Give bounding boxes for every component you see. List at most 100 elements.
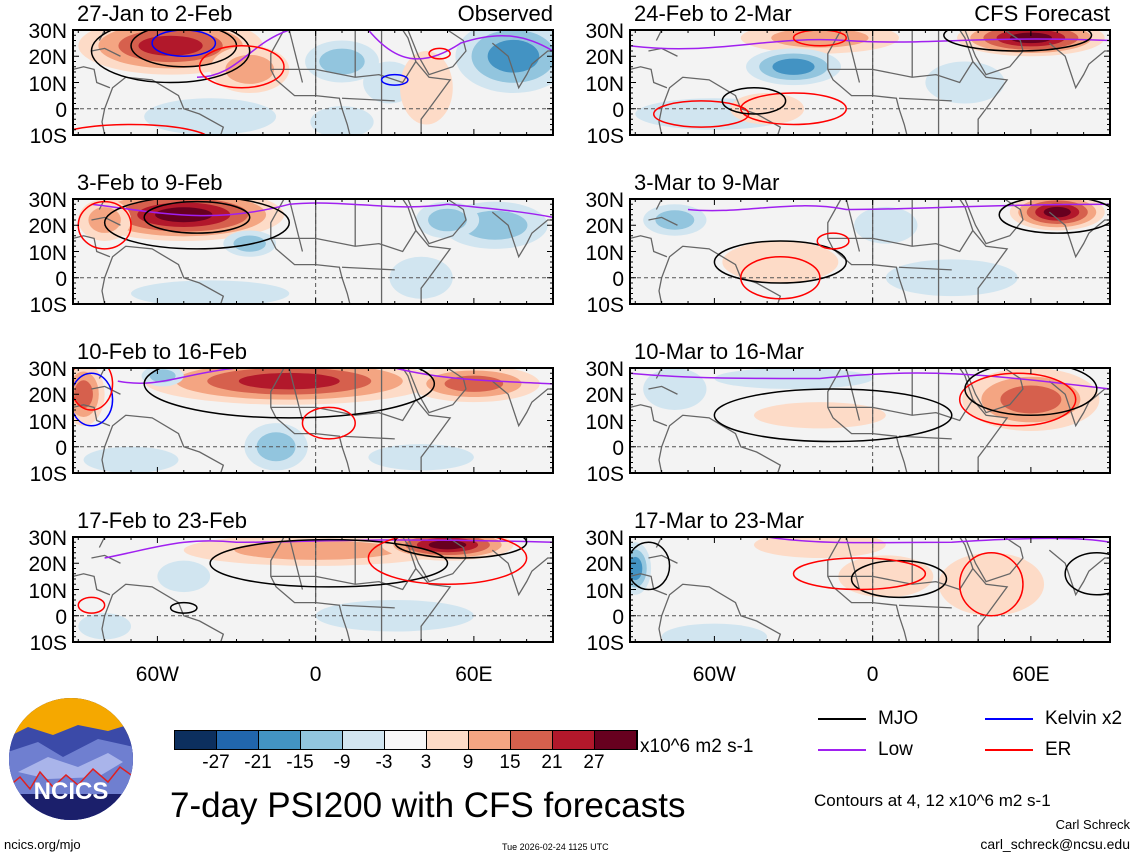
lat-tick-label: 0 xyxy=(612,605,624,629)
coastline xyxy=(898,604,952,609)
map-panel xyxy=(629,198,1111,305)
anomaly-shading xyxy=(74,380,93,409)
lon-tick-label: 60W xyxy=(135,663,179,686)
lon-tick-label: 60E xyxy=(1012,663,1050,686)
coastline xyxy=(270,568,417,591)
low-contour xyxy=(117,368,553,385)
website-link[interactable]: ncics.org/mjo xyxy=(4,837,81,852)
coastline xyxy=(959,199,1009,304)
low-contour xyxy=(630,372,1110,390)
map-panel xyxy=(72,29,554,136)
wave-contour xyxy=(380,73,409,86)
wave-contour xyxy=(77,596,106,614)
low-contour xyxy=(687,203,1110,212)
colorbar-swatch xyxy=(469,731,511,749)
anomaly-shading xyxy=(1000,385,1062,414)
legend-low: Low xyxy=(818,739,913,761)
wave-contour xyxy=(630,541,671,591)
coastline xyxy=(407,30,467,76)
lat-tick-label: 0 xyxy=(55,436,67,460)
legend-mjo: MJO xyxy=(818,708,918,730)
lat-tick-label: 10S xyxy=(586,125,624,148)
colorbar-swatch xyxy=(259,731,301,749)
coastline xyxy=(98,368,106,379)
coastline xyxy=(964,30,1024,76)
coastline xyxy=(655,30,663,41)
coastline xyxy=(648,216,678,226)
map-panel xyxy=(72,367,554,474)
wave-contour xyxy=(209,538,449,588)
wave-contour xyxy=(367,537,528,585)
coastline xyxy=(491,42,553,90)
coastline xyxy=(1048,549,1110,597)
anomaly-shading xyxy=(78,613,132,640)
coastline xyxy=(341,604,395,609)
coastline xyxy=(402,30,452,135)
anomaly-shading xyxy=(83,446,179,473)
lat-tick-label: 10N xyxy=(585,410,624,434)
lat-tick-label: 30N xyxy=(585,358,624,381)
coastline xyxy=(630,66,668,89)
coastline xyxy=(630,573,668,596)
lat-tick-label: 10N xyxy=(585,72,624,96)
coastline xyxy=(898,266,952,271)
coastline xyxy=(898,435,952,440)
colorbar-tick: -21 xyxy=(244,752,272,773)
contours-note: Contours at 4, 12 x10^6 m2 s-1 xyxy=(814,791,1051,810)
coastline xyxy=(964,537,1024,583)
colorbar-swatch xyxy=(301,731,343,749)
panel-title: 10-Feb to 16-Feb xyxy=(77,339,247,364)
wave-contour xyxy=(198,45,285,89)
lat-tick-label: 0 xyxy=(55,98,67,122)
coastline xyxy=(73,573,111,596)
anomaly-shading xyxy=(854,206,918,244)
coastline xyxy=(827,61,974,84)
er-line-swatch xyxy=(985,749,1033,751)
wave-contour xyxy=(1064,552,1110,596)
wave-contour xyxy=(740,92,848,126)
map-panel xyxy=(629,536,1111,643)
colorbar-tick: -9 xyxy=(333,752,351,773)
ncics-logo: NCICS xyxy=(9,698,133,820)
lat-tick-label: 10S xyxy=(586,463,624,486)
anomaly-shading xyxy=(661,623,768,642)
lat-tick-label: 30N xyxy=(28,20,67,43)
wave-contour xyxy=(792,30,848,47)
map-panel xyxy=(72,198,554,305)
coastline xyxy=(658,414,782,473)
anomaly-shading xyxy=(444,375,504,392)
coastline xyxy=(402,537,452,642)
wave-contour xyxy=(713,388,953,443)
legend-label: ER xyxy=(1045,739,1072,760)
coastline xyxy=(270,230,417,253)
wave-contour xyxy=(964,368,1098,416)
coastline xyxy=(402,199,452,304)
coastline xyxy=(288,537,304,590)
wave-contour xyxy=(792,557,927,591)
anomaly-shading xyxy=(428,540,467,550)
lat-tick-label: 10N xyxy=(585,579,624,603)
lat-tick-label: 0 xyxy=(612,98,624,122)
coastline xyxy=(407,199,467,245)
lon-tick-label: 0 xyxy=(866,663,879,686)
lat-tick-label: 20N xyxy=(585,553,624,577)
wave-contour xyxy=(428,47,451,60)
low-line-swatch xyxy=(818,749,866,751)
colorbar-tick: 21 xyxy=(541,752,563,773)
coastline xyxy=(959,30,1009,135)
coastline xyxy=(288,30,304,83)
colorbar-tick: -3 xyxy=(375,752,393,773)
coastline xyxy=(98,199,106,210)
anomaly-shading xyxy=(838,555,934,598)
lon-tick-label: 60W xyxy=(692,663,736,686)
colorbar-tick: -27 xyxy=(202,752,230,773)
coastline xyxy=(845,199,861,252)
colorbar-tick: 15 xyxy=(499,752,521,773)
coastline xyxy=(959,537,1009,642)
lat-tick-label: 30N xyxy=(28,527,67,550)
anomaly-shading xyxy=(655,210,695,230)
colorbar-swatch xyxy=(511,731,553,749)
coastline xyxy=(101,583,225,642)
lat-tick-label: 10S xyxy=(29,294,67,317)
anomaly-shading xyxy=(772,58,815,75)
